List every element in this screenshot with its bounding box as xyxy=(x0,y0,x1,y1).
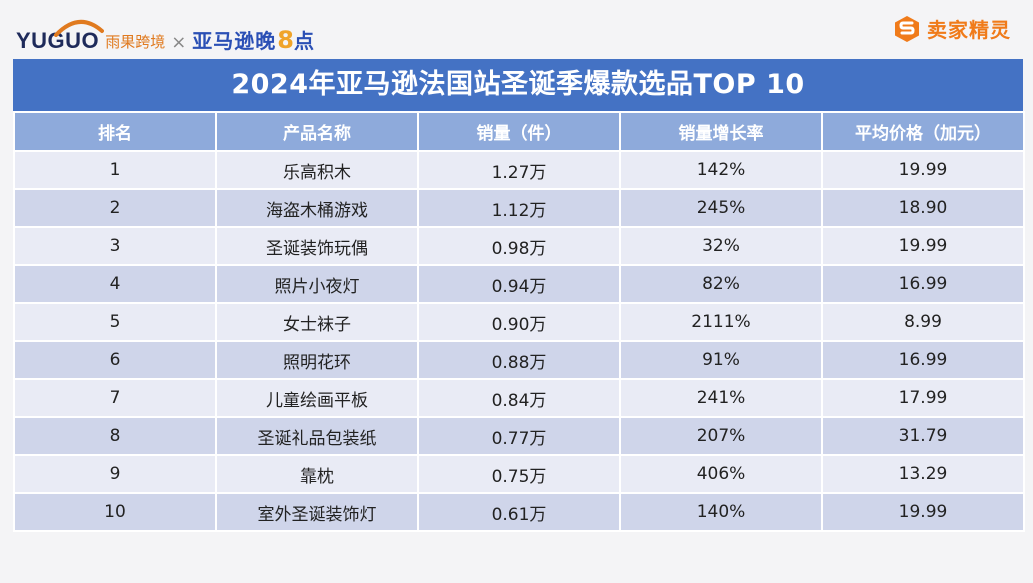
cell-sales: 0.94万 xyxy=(417,264,621,304)
amz-logo-text: 亚马逊晚 xyxy=(192,29,277,53)
cell-rank: 4 xyxy=(13,264,217,304)
table-row: 3 圣诞装饰玩偶 0.98万 32% 19.99 xyxy=(13,226,1025,266)
cell-price: 16.99 xyxy=(821,264,1025,304)
cell-rank: 7 xyxy=(13,378,217,418)
column-header-product: 产品名称 xyxy=(215,111,419,152)
sjjl-logo: 卖家精灵 xyxy=(893,14,1011,43)
cell-product: 海盗木桶游戏 xyxy=(215,188,419,228)
top10-table-container: 2024年亚马逊法国站圣诞季爆款选品TOP 10 排名 产品名称 销量（件） 销… xyxy=(13,59,1025,532)
cell-sales: 1.27万 xyxy=(417,150,621,190)
cell-product: 圣诞礼品包装纸 xyxy=(215,416,419,456)
cell-price: 31.79 xyxy=(821,416,1025,456)
cell-growth: 406% xyxy=(619,454,823,494)
column-header-growth: 销量增长率 xyxy=(619,111,823,152)
cell-rank: 5 xyxy=(13,302,217,342)
cell-price: 17.99 xyxy=(821,378,1025,418)
cell-growth: 32% xyxy=(619,226,823,266)
cell-sales: 0.90万 xyxy=(417,302,621,342)
table-row: 6 照明花环 0.88万 91% 16.99 xyxy=(13,340,1025,380)
sjjl-logo-text: 卖家精灵 xyxy=(927,18,1011,42)
column-header-rank: 排名 xyxy=(13,111,217,152)
cell-price: 19.99 xyxy=(821,150,1025,190)
cell-sales: 1.12万 xyxy=(417,188,621,228)
cell-product: 儿童绘画平板 xyxy=(215,378,419,418)
cell-price: 8.99 xyxy=(821,302,1025,342)
cell-growth: 245% xyxy=(619,188,823,228)
cell-rank: 3 xyxy=(13,226,217,266)
cell-sales: 0.88万 xyxy=(417,340,621,380)
cell-product: 靠枕 xyxy=(215,454,419,494)
cell-sales: 0.84万 xyxy=(417,378,621,418)
cell-rank: 10 xyxy=(13,492,217,532)
cell-product: 乐高积木 xyxy=(215,150,419,190)
cell-rank: 6 xyxy=(13,340,217,380)
cell-product: 照片小夜灯 xyxy=(215,264,419,304)
yuguo-arc-icon xyxy=(54,20,104,37)
table-row: 1 乐高积木 1.27万 142% 19.99 xyxy=(13,150,1025,190)
cell-price: 19.99 xyxy=(821,226,1025,266)
column-header-sales: 销量（件） xyxy=(417,111,621,152)
column-header-price: 平均价格（加元） xyxy=(821,111,1025,152)
table-header-row: 排名 产品名称 销量（件） 销量增长率 平均价格（加元） xyxy=(13,111,1025,152)
amz-logo-tail: 点 xyxy=(294,29,315,53)
cell-sales: 0.98万 xyxy=(417,226,621,266)
cell-rank: 1 xyxy=(13,150,217,190)
table-row: 2 海盗木桶游戏 1.12万 245% 18.90 xyxy=(13,188,1025,228)
cell-sales: 0.77万 xyxy=(417,416,621,456)
cell-price: 19.99 xyxy=(821,492,1025,532)
cell-sales: 0.75万 xyxy=(417,454,621,494)
sjjl-logo-icon xyxy=(895,15,919,42)
cell-product: 照明花环 xyxy=(215,340,419,380)
cell-product: 女士袜子 xyxy=(215,302,419,342)
cell-growth: 241% xyxy=(619,378,823,418)
cell-product: 室外圣诞装饰灯 xyxy=(215,492,419,532)
table-row: 9 靠枕 0.75万 406% 13.29 xyxy=(13,454,1025,494)
cell-sales: 0.61万 xyxy=(417,492,621,532)
cell-product: 圣诞装饰玩偶 xyxy=(215,226,419,266)
amz-logo-number: 8 xyxy=(277,26,294,54)
cell-growth: 142% xyxy=(619,150,823,190)
yuguo-cn-text: 雨果跨境 xyxy=(105,33,166,51)
cell-growth: 82% xyxy=(619,264,823,304)
times-symbol: × xyxy=(171,32,187,53)
cell-rank: 2 xyxy=(13,188,217,228)
yuguo-amz-logo: YUGUO 雨果跨境 × 亚马逊晚 8 点 xyxy=(16,14,315,54)
table-row: 10 室外圣诞装饰灯 0.61万 140% 19.99 xyxy=(13,492,1025,532)
cell-rank: 8 xyxy=(13,416,217,456)
cell-growth: 140% xyxy=(619,492,823,532)
table-row: 8 圣诞礼品包装纸 0.77万 207% 31.79 xyxy=(13,416,1025,456)
header: YUGUO 雨果跨境 × 亚马逊晚 8 点 卖家精灵 xyxy=(0,0,1033,60)
top10-table: 排名 产品名称 销量（件） 销量增长率 平均价格（加元） 1 乐高积木 1.27… xyxy=(13,111,1025,532)
table-row: 7 儿童绘画平板 0.84万 241% 17.99 xyxy=(13,378,1025,418)
cell-rank: 9 xyxy=(13,454,217,494)
cell-price: 13.29 xyxy=(821,454,1025,494)
yuguo-logo: YUGUO xyxy=(16,20,104,54)
cell-growth: 207% xyxy=(619,416,823,456)
cell-growth: 91% xyxy=(619,340,823,380)
table-row: 5 女士袜子 0.90万 2111% 8.99 xyxy=(13,302,1025,342)
cell-price: 16.99 xyxy=(821,340,1025,380)
table-row: 4 照片小夜灯 0.94万 82% 16.99 xyxy=(13,264,1025,304)
table-title: 2024年亚马逊法国站圣诞季爆款选品TOP 10 xyxy=(13,59,1023,111)
cell-price: 18.90 xyxy=(821,188,1025,228)
cell-growth: 2111% xyxy=(619,302,823,342)
